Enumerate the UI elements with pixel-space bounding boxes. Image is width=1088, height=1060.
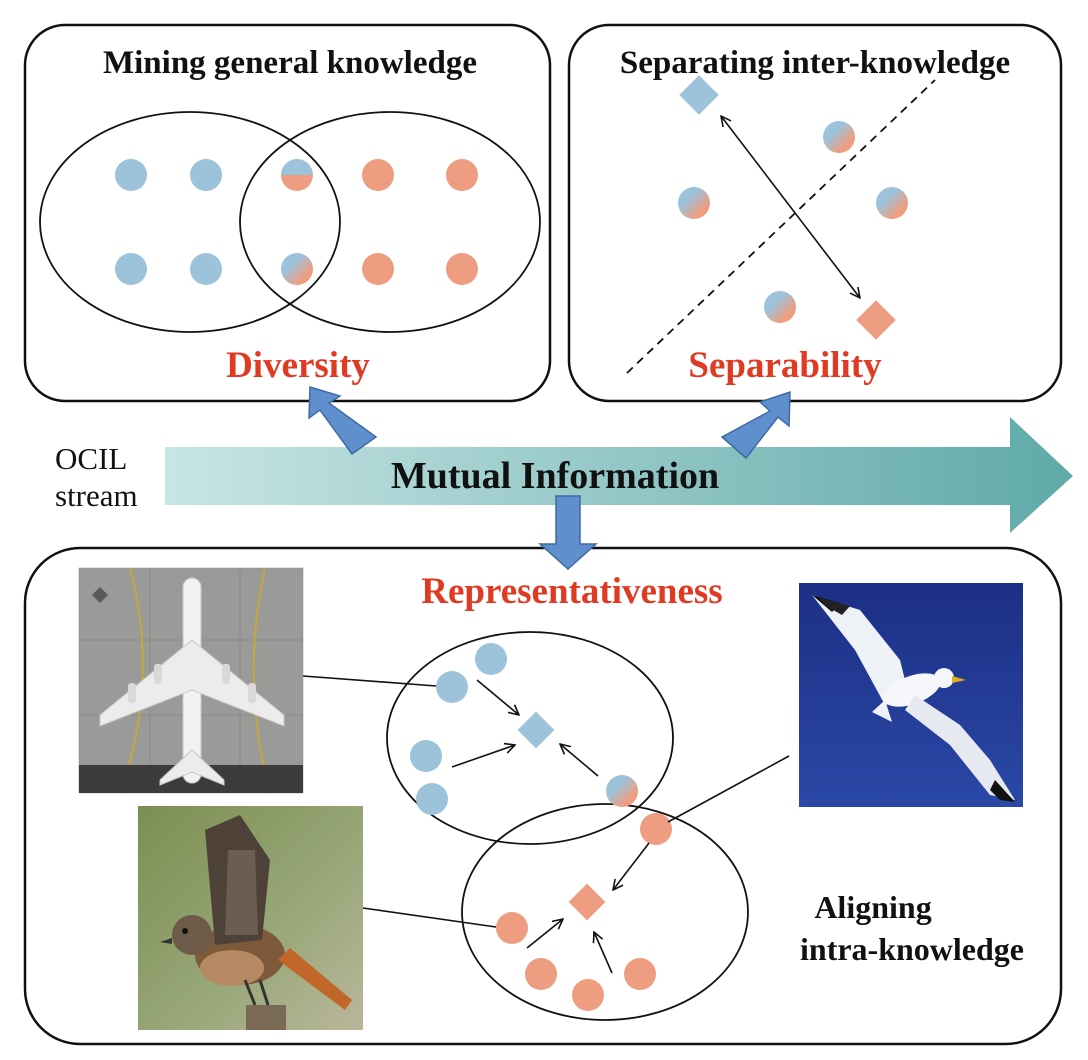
blue-point bbox=[410, 740, 442, 772]
mining-panel-title: Mining general knowledge bbox=[103, 45, 477, 81]
orange-point bbox=[572, 979, 604, 1011]
small-bird-connector bbox=[362, 907, 497, 928]
pull-arrow bbox=[613, 842, 650, 890]
orange-point bbox=[446, 253, 478, 285]
blue-prototype-diamond bbox=[517, 711, 555, 749]
arrow-to-separability bbox=[720, 390, 791, 460]
blue-point bbox=[436, 671, 468, 703]
orange-point bbox=[362, 159, 394, 191]
mixed-point bbox=[606, 775, 638, 807]
ocil-label: OCIL bbox=[55, 441, 127, 476]
aligning-title-line1: Aligning bbox=[814, 889, 931, 925]
airplane-connector bbox=[302, 675, 437, 687]
pull-arrow bbox=[451, 745, 515, 768]
blue-cluster-ellipse bbox=[386, 631, 674, 845]
aligning-title-line2: intra-knowledge bbox=[800, 931, 1024, 967]
blue-point bbox=[190, 253, 222, 285]
mining-panel: Mining general knowledge Diversity bbox=[23, 23, 552, 403]
mixed-point bbox=[876, 187, 908, 219]
orange-cluster-ellipse bbox=[461, 803, 749, 1021]
orange-point bbox=[525, 958, 557, 990]
orange-point bbox=[496, 912, 528, 944]
arrow-to-representativeness bbox=[538, 495, 598, 571]
seagull-photo bbox=[799, 583, 1023, 807]
blue-point bbox=[416, 783, 448, 815]
small-bird-photo bbox=[138, 806, 363, 1030]
mixed-point bbox=[764, 291, 796, 323]
blue-point bbox=[115, 253, 147, 285]
representativeness-label: Representativeness bbox=[421, 571, 722, 612]
separation-arrow bbox=[721, 116, 860, 298]
mixed-point bbox=[281, 253, 313, 285]
blue-point bbox=[115, 159, 147, 191]
orange-point bbox=[362, 253, 394, 285]
orange-point bbox=[624, 958, 656, 990]
diversity-label: Diversity bbox=[226, 345, 370, 386]
mixed-point bbox=[281, 159, 313, 191]
pull-arrow bbox=[594, 932, 613, 974]
airplane-photo bbox=[78, 567, 304, 794]
pull-arrow bbox=[526, 919, 563, 949]
orange-point bbox=[446, 159, 478, 191]
arrow-to-diversity bbox=[308, 386, 378, 456]
separability-label: Separability bbox=[688, 345, 882, 386]
orange-prototype-diamond bbox=[568, 883, 606, 921]
mutual-information-label: Mutual Information bbox=[391, 455, 719, 497]
right-set-ellipse bbox=[239, 111, 541, 333]
blue-point bbox=[475, 643, 507, 675]
stream-label: stream bbox=[55, 478, 138, 513]
seagull-connector bbox=[667, 755, 790, 823]
pull-arrow bbox=[560, 744, 599, 777]
pull-arrow bbox=[476, 679, 519, 715]
mixed-point bbox=[678, 187, 710, 219]
orange-prototype-diamond bbox=[856, 300, 896, 340]
left-set-ellipse bbox=[39, 111, 341, 333]
ocil-stream-arrow: Mutual Information bbox=[165, 417, 1073, 533]
mixed-point bbox=[823, 121, 855, 153]
separating-panel-title: Separating inter-knowledge bbox=[620, 45, 1010, 81]
blue-point bbox=[190, 159, 222, 191]
orange-point bbox=[640, 813, 672, 845]
separating-panel: Separating inter-knowledge Separability bbox=[567, 23, 1063, 403]
blue-prototype-diamond bbox=[679, 75, 719, 115]
